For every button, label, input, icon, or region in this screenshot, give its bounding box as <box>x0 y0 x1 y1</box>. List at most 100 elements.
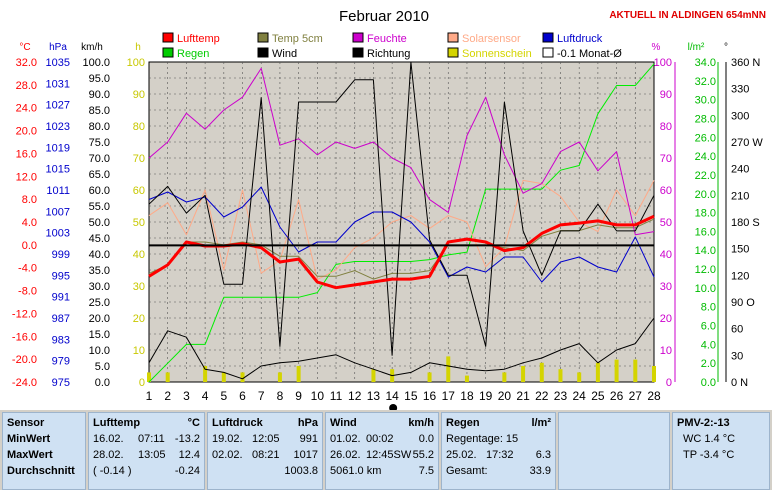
wind-max-value: 55.2 <box>412 449 434 461</box>
tick-direction: 300 <box>731 110 749 122</box>
tick-press: 999 <box>52 249 70 261</box>
regen-header: Regen <box>446 417 480 429</box>
tick-rain: 32.0 <box>695 76 716 88</box>
sunshine-bar <box>595 362 600 382</box>
tick-press: 1003 <box>46 228 70 240</box>
sunshine-bar <box>277 372 282 382</box>
stats-sensor-column: Sensor MinWert MaxWert Durchschnitt <box>2 412 86 490</box>
tick-temp: 16.0 <box>16 148 37 160</box>
axis-header-sun: h <box>135 42 141 53</box>
legend-swatch <box>447 47 459 58</box>
tick-sun: 20 <box>133 313 145 325</box>
tick-rain: 8.0 <box>701 302 716 314</box>
avg-label: Durchschnitt <box>7 465 75 477</box>
tick-wind: 20.0 <box>89 313 110 325</box>
tick-wind: 50.0 <box>89 217 110 229</box>
tick-temp: 20.0 <box>16 126 37 138</box>
status-label: AKTUELL IN ALDINGEN 654mNN <box>609 10 766 21</box>
axis-header-temp: °C <box>19 42 30 53</box>
tick-direction: 330 <box>731 84 749 96</box>
wind-unit: km/h <box>408 417 434 429</box>
x-tick-label: 19 <box>479 389 493 403</box>
tick-wind: 60.0 <box>89 185 110 197</box>
tick-humidity: 0 <box>666 377 672 389</box>
x-tick-label: 1 <box>146 389 153 403</box>
legend-swatch <box>542 32 554 43</box>
tick-sun: 10 <box>133 345 145 357</box>
tick-rain: 16.0 <box>695 226 716 238</box>
stats-empty-column <box>558 412 670 490</box>
moon-phase-icon <box>389 404 398 410</box>
sunshine-bar <box>147 372 151 382</box>
sunshine-bar <box>614 359 619 382</box>
x-tick-label: 26 <box>610 389 624 403</box>
legend-swatch <box>257 47 269 58</box>
axis-header-press: hPa <box>49 42 67 53</box>
legend-label: Lufttemp <box>177 33 220 45</box>
tick-direction: 360 N <box>731 57 760 69</box>
windchill-value: WC 1.4 °C <box>683 433 736 445</box>
x-tick-label: 15 <box>404 389 418 403</box>
tick-press: 995 <box>52 270 70 282</box>
axis-header-rain: l/m² <box>688 42 705 53</box>
tick-temp: 4.0 <box>22 217 37 229</box>
sunshine-bar <box>296 366 301 382</box>
wind-avg-value: 7.5 <box>418 465 434 477</box>
tick-temp: 28.0 <box>16 80 37 92</box>
sunshine-bar <box>240 372 245 382</box>
chart-title: Februar 2010 <box>339 8 429 25</box>
x-tick-label: 14 <box>385 389 399 403</box>
series-line-solarsensor <box>148 179 655 281</box>
luftdruck-min-time: 12:05 <box>252 433 280 445</box>
legend-label: Regen <box>177 48 209 60</box>
wind-distance: 5061.0 km <box>330 465 382 477</box>
x-tick-label: 17 <box>442 389 456 403</box>
tick-wind: 100.0 <box>82 57 110 69</box>
x-axis: 1 2 3 4 5 6 7 8 9 10 11 12 13 14 15 16 17 18 19 20 21 22 23 24 2… <box>146 389 661 410</box>
tick-humidity: 100 <box>654 57 672 69</box>
tick-direction: 270 W <box>731 137 763 149</box>
tick-wind: 90.0 <box>89 89 110 101</box>
tick-direction: 150 <box>731 244 749 256</box>
legend-swatch <box>257 32 269 43</box>
tick-wind: 35.0 <box>89 265 110 277</box>
tick-wind: 25.0 <box>89 297 110 309</box>
x-tick-label: 22 <box>535 389 549 403</box>
tick-wind: 5.0 <box>95 361 110 373</box>
tick-press: 975 <box>52 377 70 389</box>
legend-swatch <box>352 32 364 43</box>
lufttemp-unit: °C <box>187 417 200 429</box>
tick-wind: 45.0 <box>89 233 110 245</box>
tick-wind: 15.0 <box>89 329 110 341</box>
luftdruck-min-value: 991 <box>299 433 318 445</box>
lufttemp-min-value: -13.2 <box>174 433 200 445</box>
x-tick-label: 7 <box>258 389 265 403</box>
sunshine-bar <box>577 372 582 382</box>
lufttemp-min-time: 07:11 <box>138 433 165 445</box>
tick-rain: 34.0 <box>695 57 716 69</box>
x-tick-label: 10 <box>311 389 325 403</box>
tick-rain: 12.0 <box>695 264 716 276</box>
x-tick-label: 11 <box>330 389 343 403</box>
x-tick-label: 8 <box>277 389 284 403</box>
series-line-wind <box>148 317 655 380</box>
sunshine-bar <box>203 366 208 382</box>
legend-swatch <box>162 47 174 58</box>
tick-temp: 0.0 <box>22 240 37 252</box>
tick-wind: 10.0 <box>89 345 110 357</box>
lufttemp-avg-note: ( -0.14 ) <box>93 465 132 477</box>
legend-label: Sonnenschein <box>462 48 532 60</box>
tick-sun: 60 <box>133 185 145 197</box>
tick-humidity: 30 <box>660 281 672 293</box>
x-tick-label: 25 <box>591 389 605 403</box>
tick-rain: 20.0 <box>695 189 716 201</box>
axis-ticks: 32.0 28.0 24.0 20.0 16.0 12.0 8.0 4.0 0.0 -4.0 -8.… <box>12 57 763 389</box>
legend-label: Richtung <box>367 48 410 60</box>
tick-humidity: 50 <box>660 217 672 229</box>
x-tick-label: 12 <box>348 389 362 403</box>
tick-press: 979 <box>52 356 70 368</box>
tick-humidity: 40 <box>660 249 672 261</box>
tick-wind: 85.0 <box>89 105 110 117</box>
legend-label: Wind <box>272 48 297 60</box>
x-tick-label: 28 <box>647 389 661 403</box>
